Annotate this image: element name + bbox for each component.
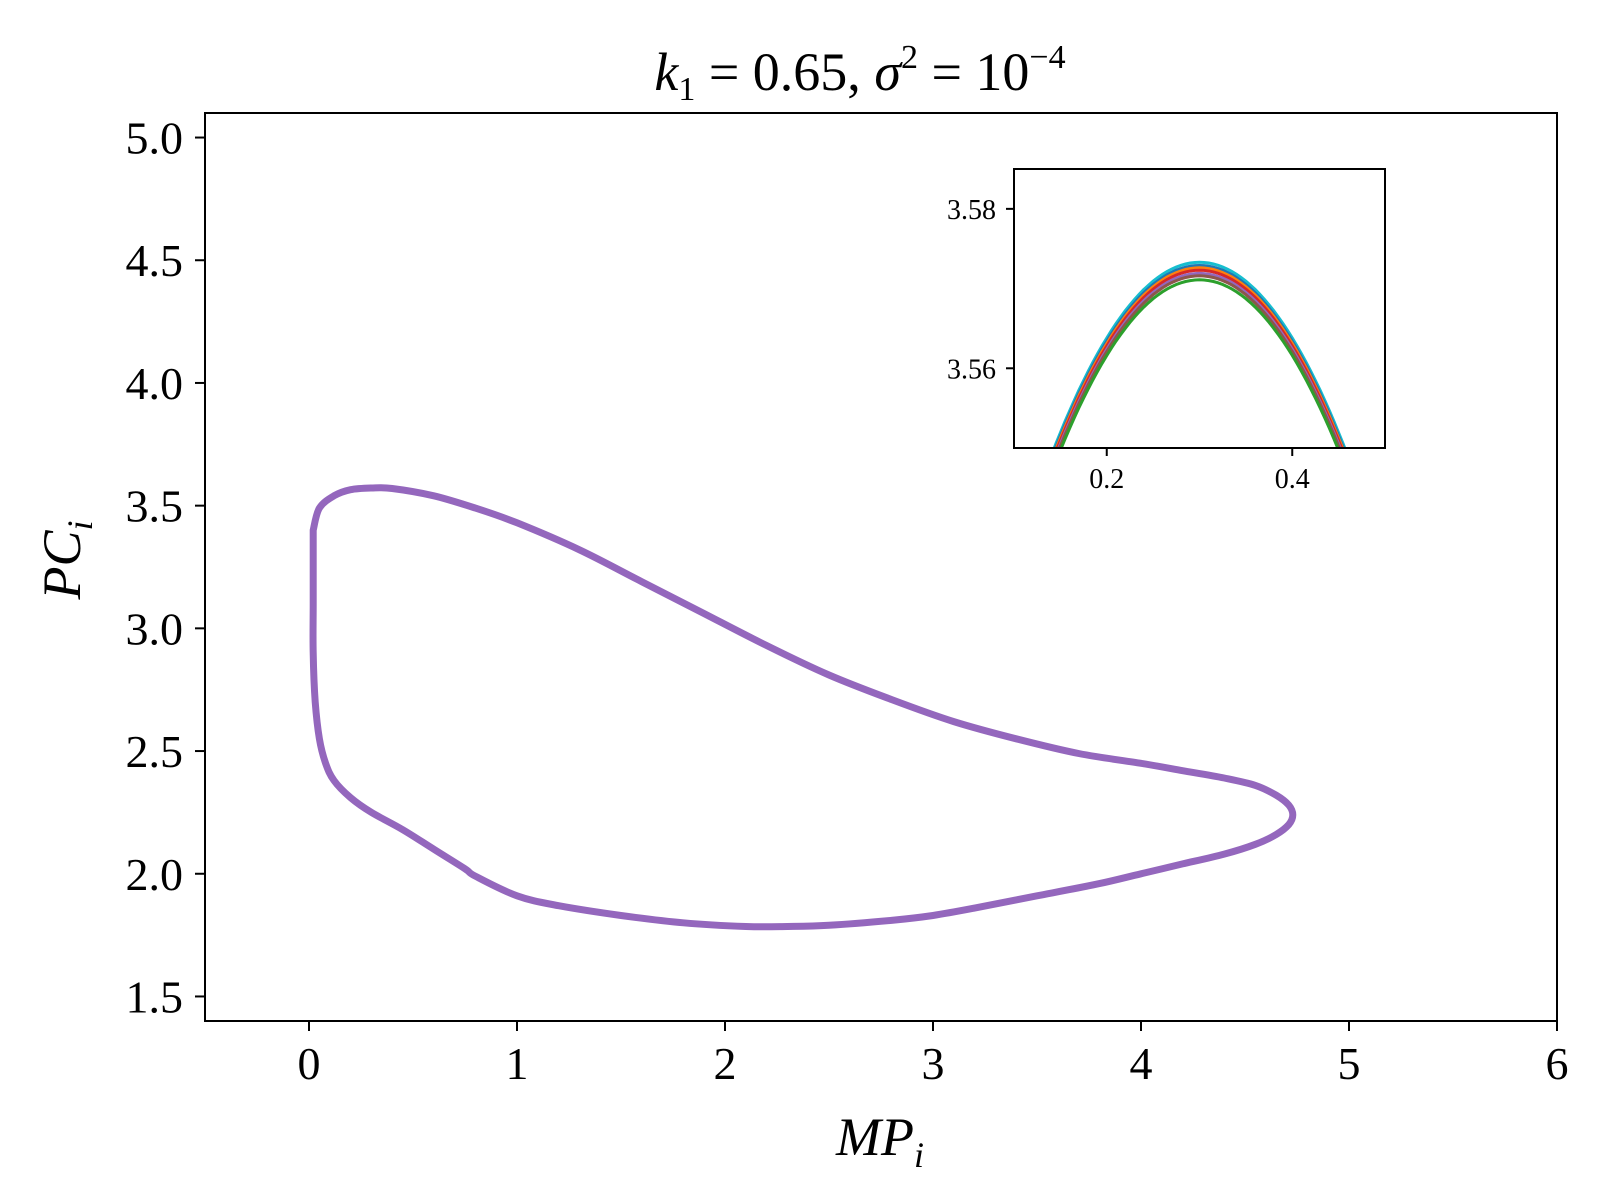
x-tick-label: 6 — [1546, 1038, 1569, 1089]
inset-trajectory-line — [1059, 278, 1340, 448]
x-tick-label: 3 — [922, 1038, 945, 1089]
inset-series — [1052, 260, 1347, 448]
inset-background — [1014, 169, 1385, 448]
title-k-value: = 0.65, — [695, 42, 874, 102]
y-tick-label: 3.5 — [126, 481, 184, 532]
inset-frame — [1013, 168, 1386, 449]
inset-x-ticks: 0.2 0.4 — [1089, 448, 1310, 495]
x-tick-label: 2 — [714, 1038, 737, 1089]
y-tick-label: 5.0 — [126, 113, 184, 164]
y-tick-label: 4.0 — [126, 358, 184, 409]
y-tick-label: 3.0 — [126, 603, 184, 654]
title-sigma-value: = 10 — [918, 42, 1029, 102]
inset-y-tick-label: 3.56 — [947, 354, 996, 385]
main-series — [309, 484, 1297, 931]
main-plot-frame — [204, 112, 1558, 1022]
inset-curves — [1052, 260, 1347, 448]
limit-cycle-line — [309, 484, 1297, 931]
x-tick-label: 4 — [1130, 1038, 1153, 1089]
title-exponent: −4 — [1029, 39, 1065, 76]
y-axis-title: PCi — [32, 520, 100, 600]
y-tick-label: 4.5 — [126, 235, 184, 286]
inset-y-tick-label: 3.58 — [947, 195, 996, 226]
x-tick-label: 5 — [1338, 1038, 1361, 1089]
title-k-sub: 1 — [678, 71, 695, 108]
title-sigma: σ — [874, 42, 903, 102]
y-tick-label: 2.5 — [126, 726, 184, 777]
x-tick-label: 0 — [298, 1038, 321, 1089]
main-x-ticks: 0 1 2 3 4 5 6 — [298, 1021, 1569, 1089]
x-tick-label: 1 — [506, 1038, 529, 1089]
y-tick-label: 1.5 — [126, 971, 184, 1022]
inset-y-ticks: 3.56 3.58 — [947, 195, 1014, 385]
main-y-ticks: 1.5 2.0 2.5 3.0 3.5 4.0 4.5 5.0 — [126, 113, 205, 1022]
inset-x-tick-label: 0.4 — [1275, 464, 1310, 495]
title-k: k — [654, 42, 679, 102]
y-tick-label: 2.0 — [126, 849, 184, 900]
title-sigma-sup: 2 — [901, 39, 918, 76]
x-axis-title: MPi — [835, 1107, 924, 1175]
inset-x-tick-label: 0.2 — [1089, 464, 1124, 495]
chart-title: k1 = 0.65, σ2 = 10−4 — [654, 39, 1065, 108]
inset-trajectory-line — [1058, 274, 1341, 448]
